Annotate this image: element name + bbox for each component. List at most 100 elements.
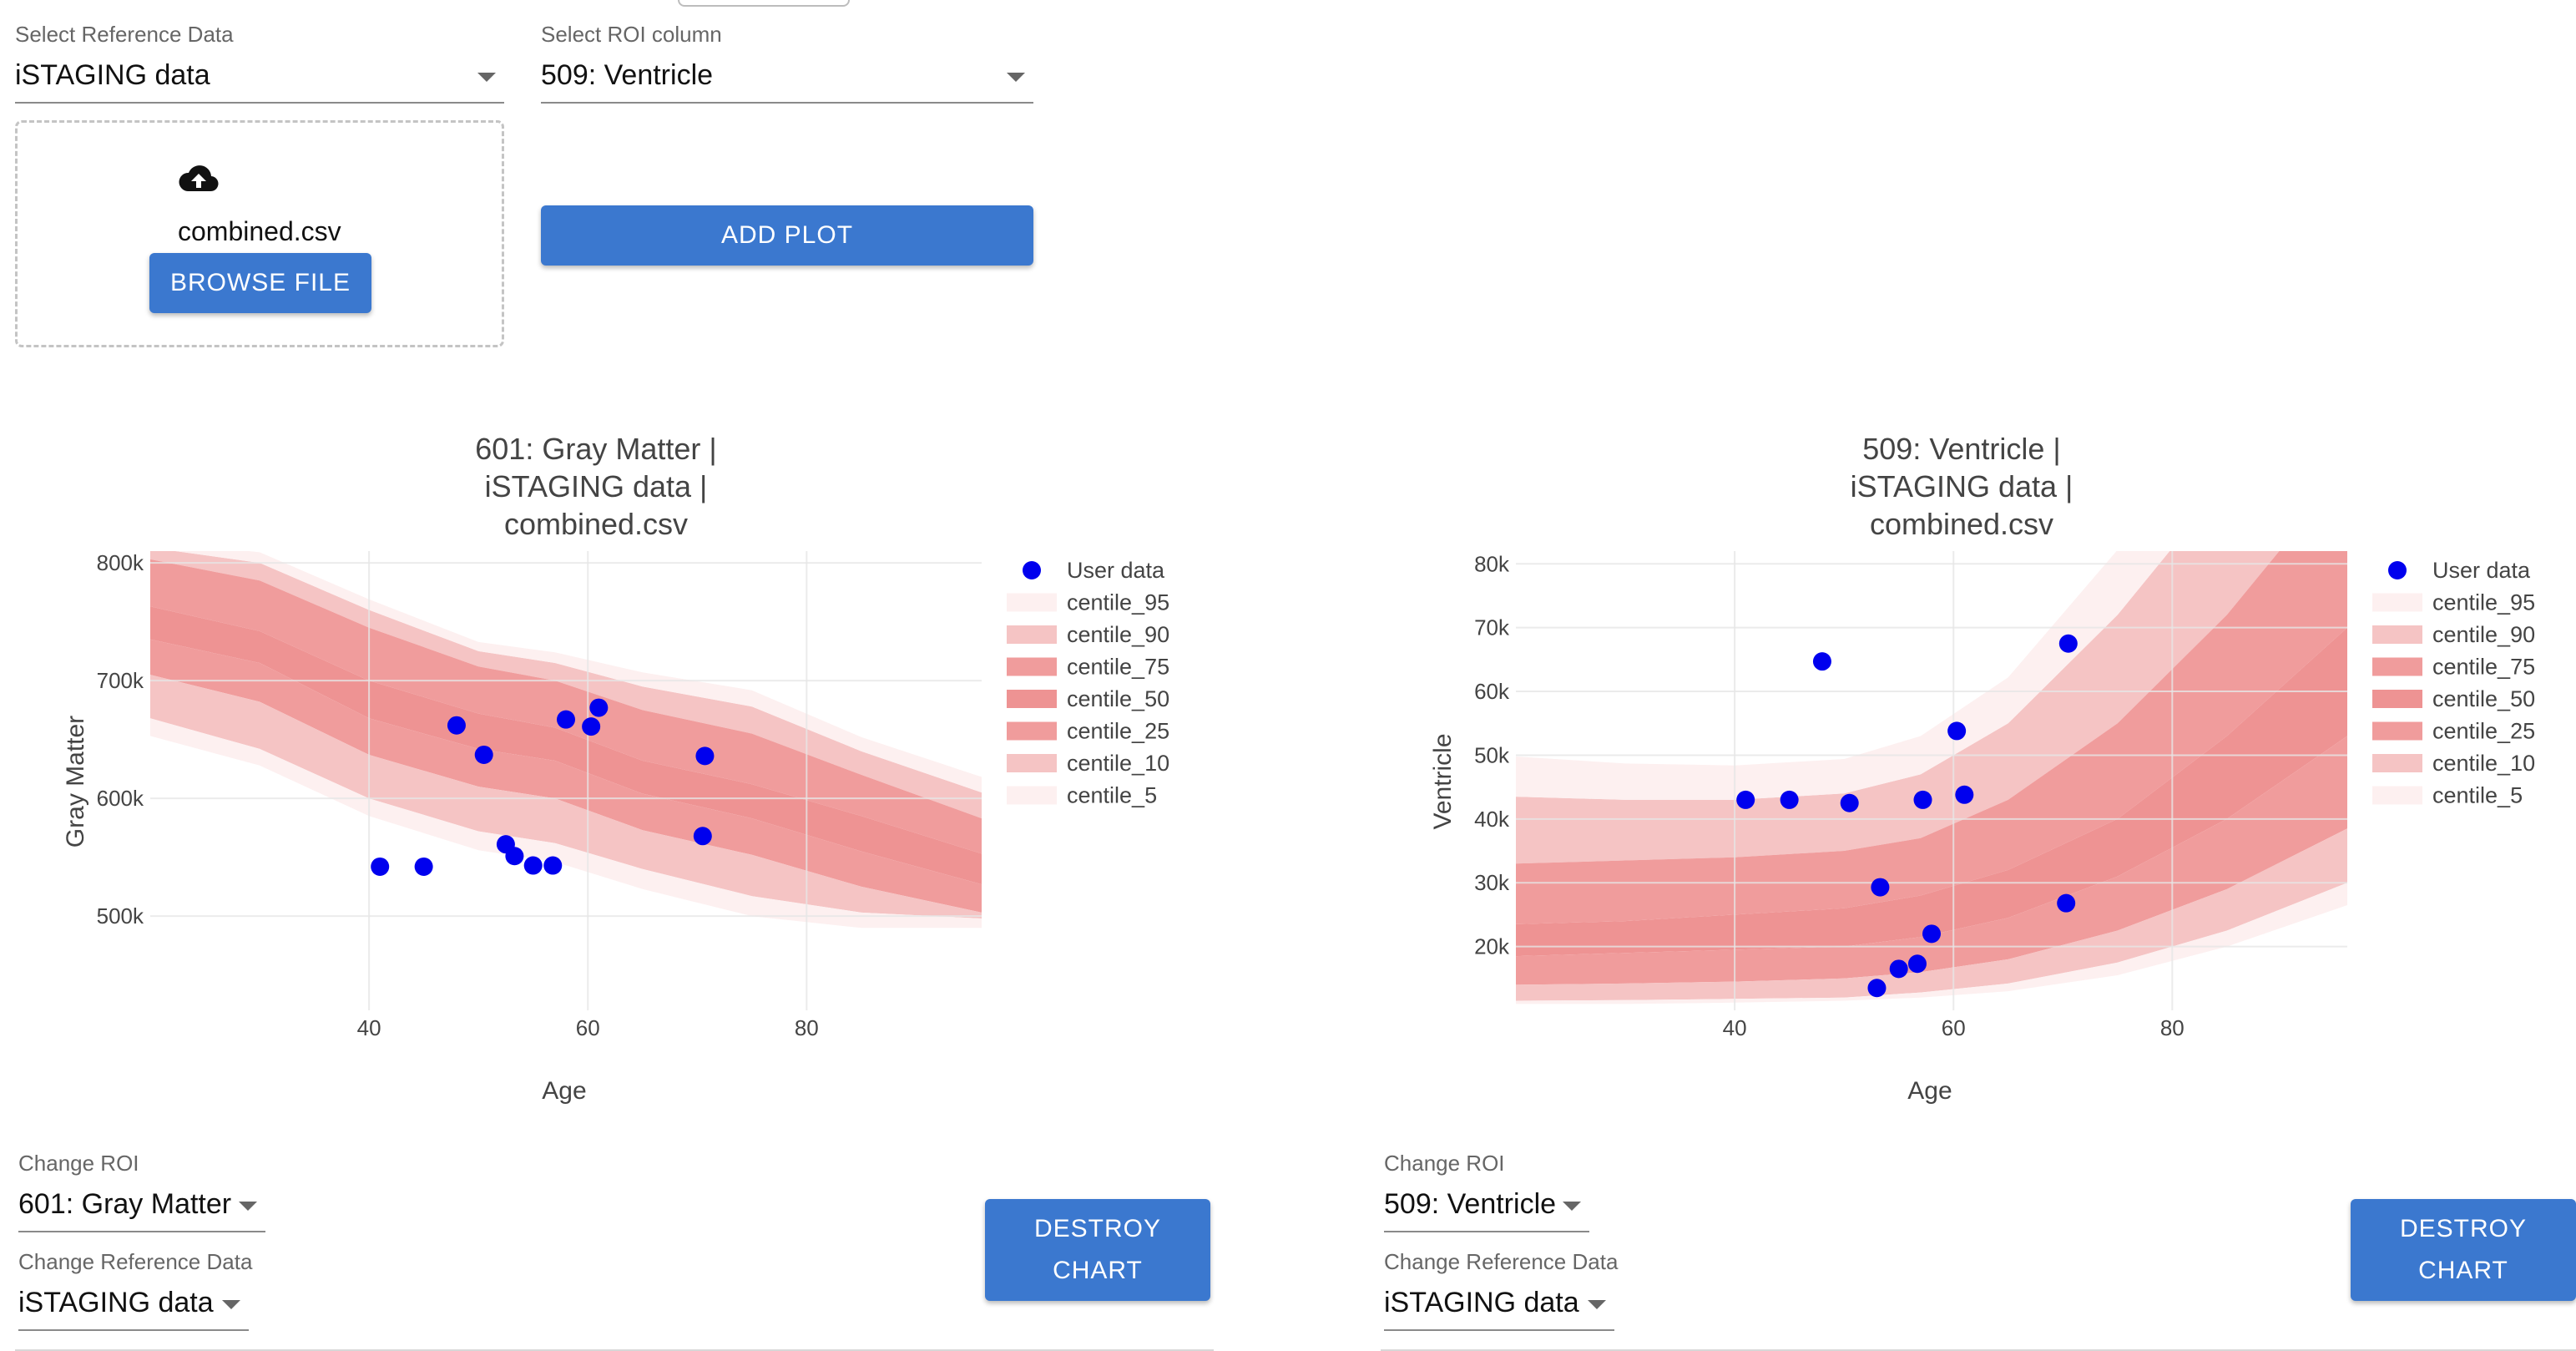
- x-tick-label: 80: [2160, 1015, 2185, 1040]
- y-tick-label: 700k: [97, 668, 144, 693]
- user-data-point: [582, 717, 601, 736]
- user-data-point: [1867, 979, 1887, 998]
- x-tick-label: 60: [576, 1015, 600, 1040]
- change-roi-select[interactable]: 601: Gray Matter: [18, 1179, 265, 1232]
- legend-swatch[interactable]: [1007, 657, 1057, 676]
- add-plot-button[interactable]: ADD PLOT: [541, 205, 1033, 266]
- legend-item-label[interactable]: User data: [2432, 558, 2531, 583]
- legend-item-label[interactable]: centile_50: [2432, 686, 2535, 711]
- legend-item-label[interactable]: centile_75: [2432, 655, 2535, 680]
- chart-title: 601: Gray Matter | iSTAGING data | combi…: [475, 434, 716, 541]
- change-reference-select[interactable]: iSTAGING data: [18, 1278, 249, 1331]
- change-reference-value: iSTAGING data: [1384, 1287, 1579, 1318]
- legend-swatch[interactable]: [1007, 625, 1057, 644]
- file-dropzone[interactable]: combined.csv BROWSE FILE: [15, 120, 504, 347]
- legend-item-label[interactable]: centile_25: [1067, 719, 1169, 744]
- y-tick-label: 500k: [97, 903, 144, 928]
- ref-data-value: iSTAGING data: [15, 59, 210, 91]
- legend-item-label[interactable]: User data: [1067, 558, 1165, 583]
- roi-column-value: 509: Ventricle: [541, 59, 714, 91]
- legend-item-label[interactable]: centile_50: [1067, 686, 1169, 711]
- legend-swatch[interactable]: [2372, 786, 2422, 805]
- centile-band-centile_95: [1516, 551, 2170, 800]
- centile-band-centile_25: [150, 639, 982, 913]
- y-tick-label: 600k: [97, 786, 144, 811]
- legend-swatch[interactable]: [1007, 690, 1057, 708]
- user-data-point: [557, 710, 575, 729]
- legend-item-label[interactable]: centile_90: [2432, 622, 2535, 647]
- user-data-point: [1736, 790, 1755, 809]
- legend-item-label[interactable]: centile_25: [2432, 719, 2535, 744]
- legend-marker[interactable]: [1023, 561, 1041, 579]
- legend-item-label[interactable]: centile_10: [1067, 751, 1169, 776]
- legend-swatch[interactable]: [2372, 657, 2422, 676]
- legend-item-label[interactable]: centile_5: [2432, 783, 2523, 808]
- user-data-point: [474, 745, 493, 764]
- user-data-point: [695, 746, 715, 766]
- user-data-point: [2057, 893, 2076, 913]
- ref-data-label: Select Reference Data: [15, 22, 234, 47]
- chart-title-line: 509: Ventricle |: [1862, 434, 2061, 466]
- y-tick-label: 800k: [97, 550, 144, 575]
- y-tick-label: 30k: [1474, 870, 1510, 895]
- user-data-point: [1889, 959, 1908, 979]
- user-data-point: [505, 847, 524, 866]
- legend-marker[interactable]: [2388, 561, 2407, 579]
- y-tick-label: 50k: [1474, 742, 1510, 767]
- change-roi-select[interactable]: 509: Ventricle: [1384, 1179, 1589, 1232]
- user-data-point: [1947, 721, 1967, 741]
- y-axis-label: Ventricle: [1429, 733, 1457, 829]
- destroy-chart-button[interactable]: DESTROY CHART: [2351, 1199, 2576, 1301]
- legend-item-label[interactable]: centile_90: [1067, 622, 1169, 647]
- change-reference-value: iSTAGING data: [18, 1287, 214, 1318]
- change-reference-label: Change Reference Data: [18, 1249, 253, 1274]
- chevron-down-icon: [222, 1300, 240, 1309]
- y-tick-label: 60k: [1474, 679, 1510, 704]
- x-tick-label: 40: [1723, 1015, 1747, 1040]
- legend-swatch[interactable]: [2372, 690, 2422, 708]
- legend-swatch[interactable]: [1007, 593, 1057, 612]
- roi-column-select[interactable]: 509: Ventricle: [541, 50, 1033, 104]
- user-data-point: [1913, 790, 1932, 809]
- button-label-line: CHART: [1053, 1257, 1143, 1284]
- legend-swatch[interactable]: [1007, 754, 1057, 772]
- user-data-point: [1922, 924, 1941, 944]
- cloud-upload-icon: [179, 165, 219, 192]
- user-data-point: [2058, 634, 2078, 653]
- centile-band-centile_50: [1516, 627, 2347, 957]
- y-tick-label: 40k: [1474, 807, 1510, 832]
- legend-swatch[interactable]: [1007, 721, 1057, 741]
- chart-title-line: combined.csv: [1870, 507, 2053, 541]
- user-data-point: [371, 857, 390, 876]
- button-label-line: CHART: [2418, 1257, 2508, 1284]
- legend-swatch[interactable]: [2372, 721, 2422, 741]
- legend-swatch[interactable]: [2372, 754, 2422, 772]
- legend-swatch[interactable]: [2372, 625, 2422, 644]
- destroy-chart-button[interactable]: DESTROY CHART: [985, 1199, 1210, 1301]
- x-axis-label: Age: [1907, 1077, 1952, 1105]
- legend-item-label[interactable]: centile_95: [1067, 590, 1169, 615]
- legend-swatch[interactable]: [2372, 593, 2422, 612]
- roi-column-label: Select ROI column: [541, 22, 722, 47]
- user-data-point: [1955, 785, 1974, 804]
- browse-file-button[interactable]: BROWSE FILE: [149, 253, 371, 313]
- button-label-line: DESTROY: [1033, 1215, 1162, 1242]
- change-roi-label: Change ROI: [18, 1151, 139, 1176]
- chevron-down-icon: [1007, 73, 1025, 82]
- legend-swatch[interactable]: [1007, 786, 1057, 805]
- centile-band-centile_90: [150, 551, 982, 819]
- user-data-point: [447, 716, 466, 735]
- legend-item-label[interactable]: centile_10: [2432, 751, 2535, 776]
- ventricle-chart: 509: Ventricle | iSTAGING data | combine…: [1429, 434, 2535, 1105]
- legend-item-label[interactable]: centile_5: [1067, 783, 1157, 808]
- y-tick-label: 80k: [1474, 551, 1510, 576]
- legend-item-label[interactable]: centile_75: [1067, 655, 1169, 680]
- chart-title: 509: Ventricle | iSTAGING data | combine…: [1851, 434, 2073, 541]
- user-data-point: [1840, 793, 1859, 812]
- ref-data-select[interactable]: iSTAGING data: [15, 50, 504, 104]
- button-label-line: DESTROY: [2399, 1215, 2528, 1242]
- legend-item-label[interactable]: centile_95: [2432, 590, 2535, 615]
- change-reference-select[interactable]: iSTAGING data: [1384, 1278, 1614, 1331]
- y-axis-label: Gray Matter: [62, 716, 89, 848]
- centile-band-centile_75: [150, 559, 982, 854]
